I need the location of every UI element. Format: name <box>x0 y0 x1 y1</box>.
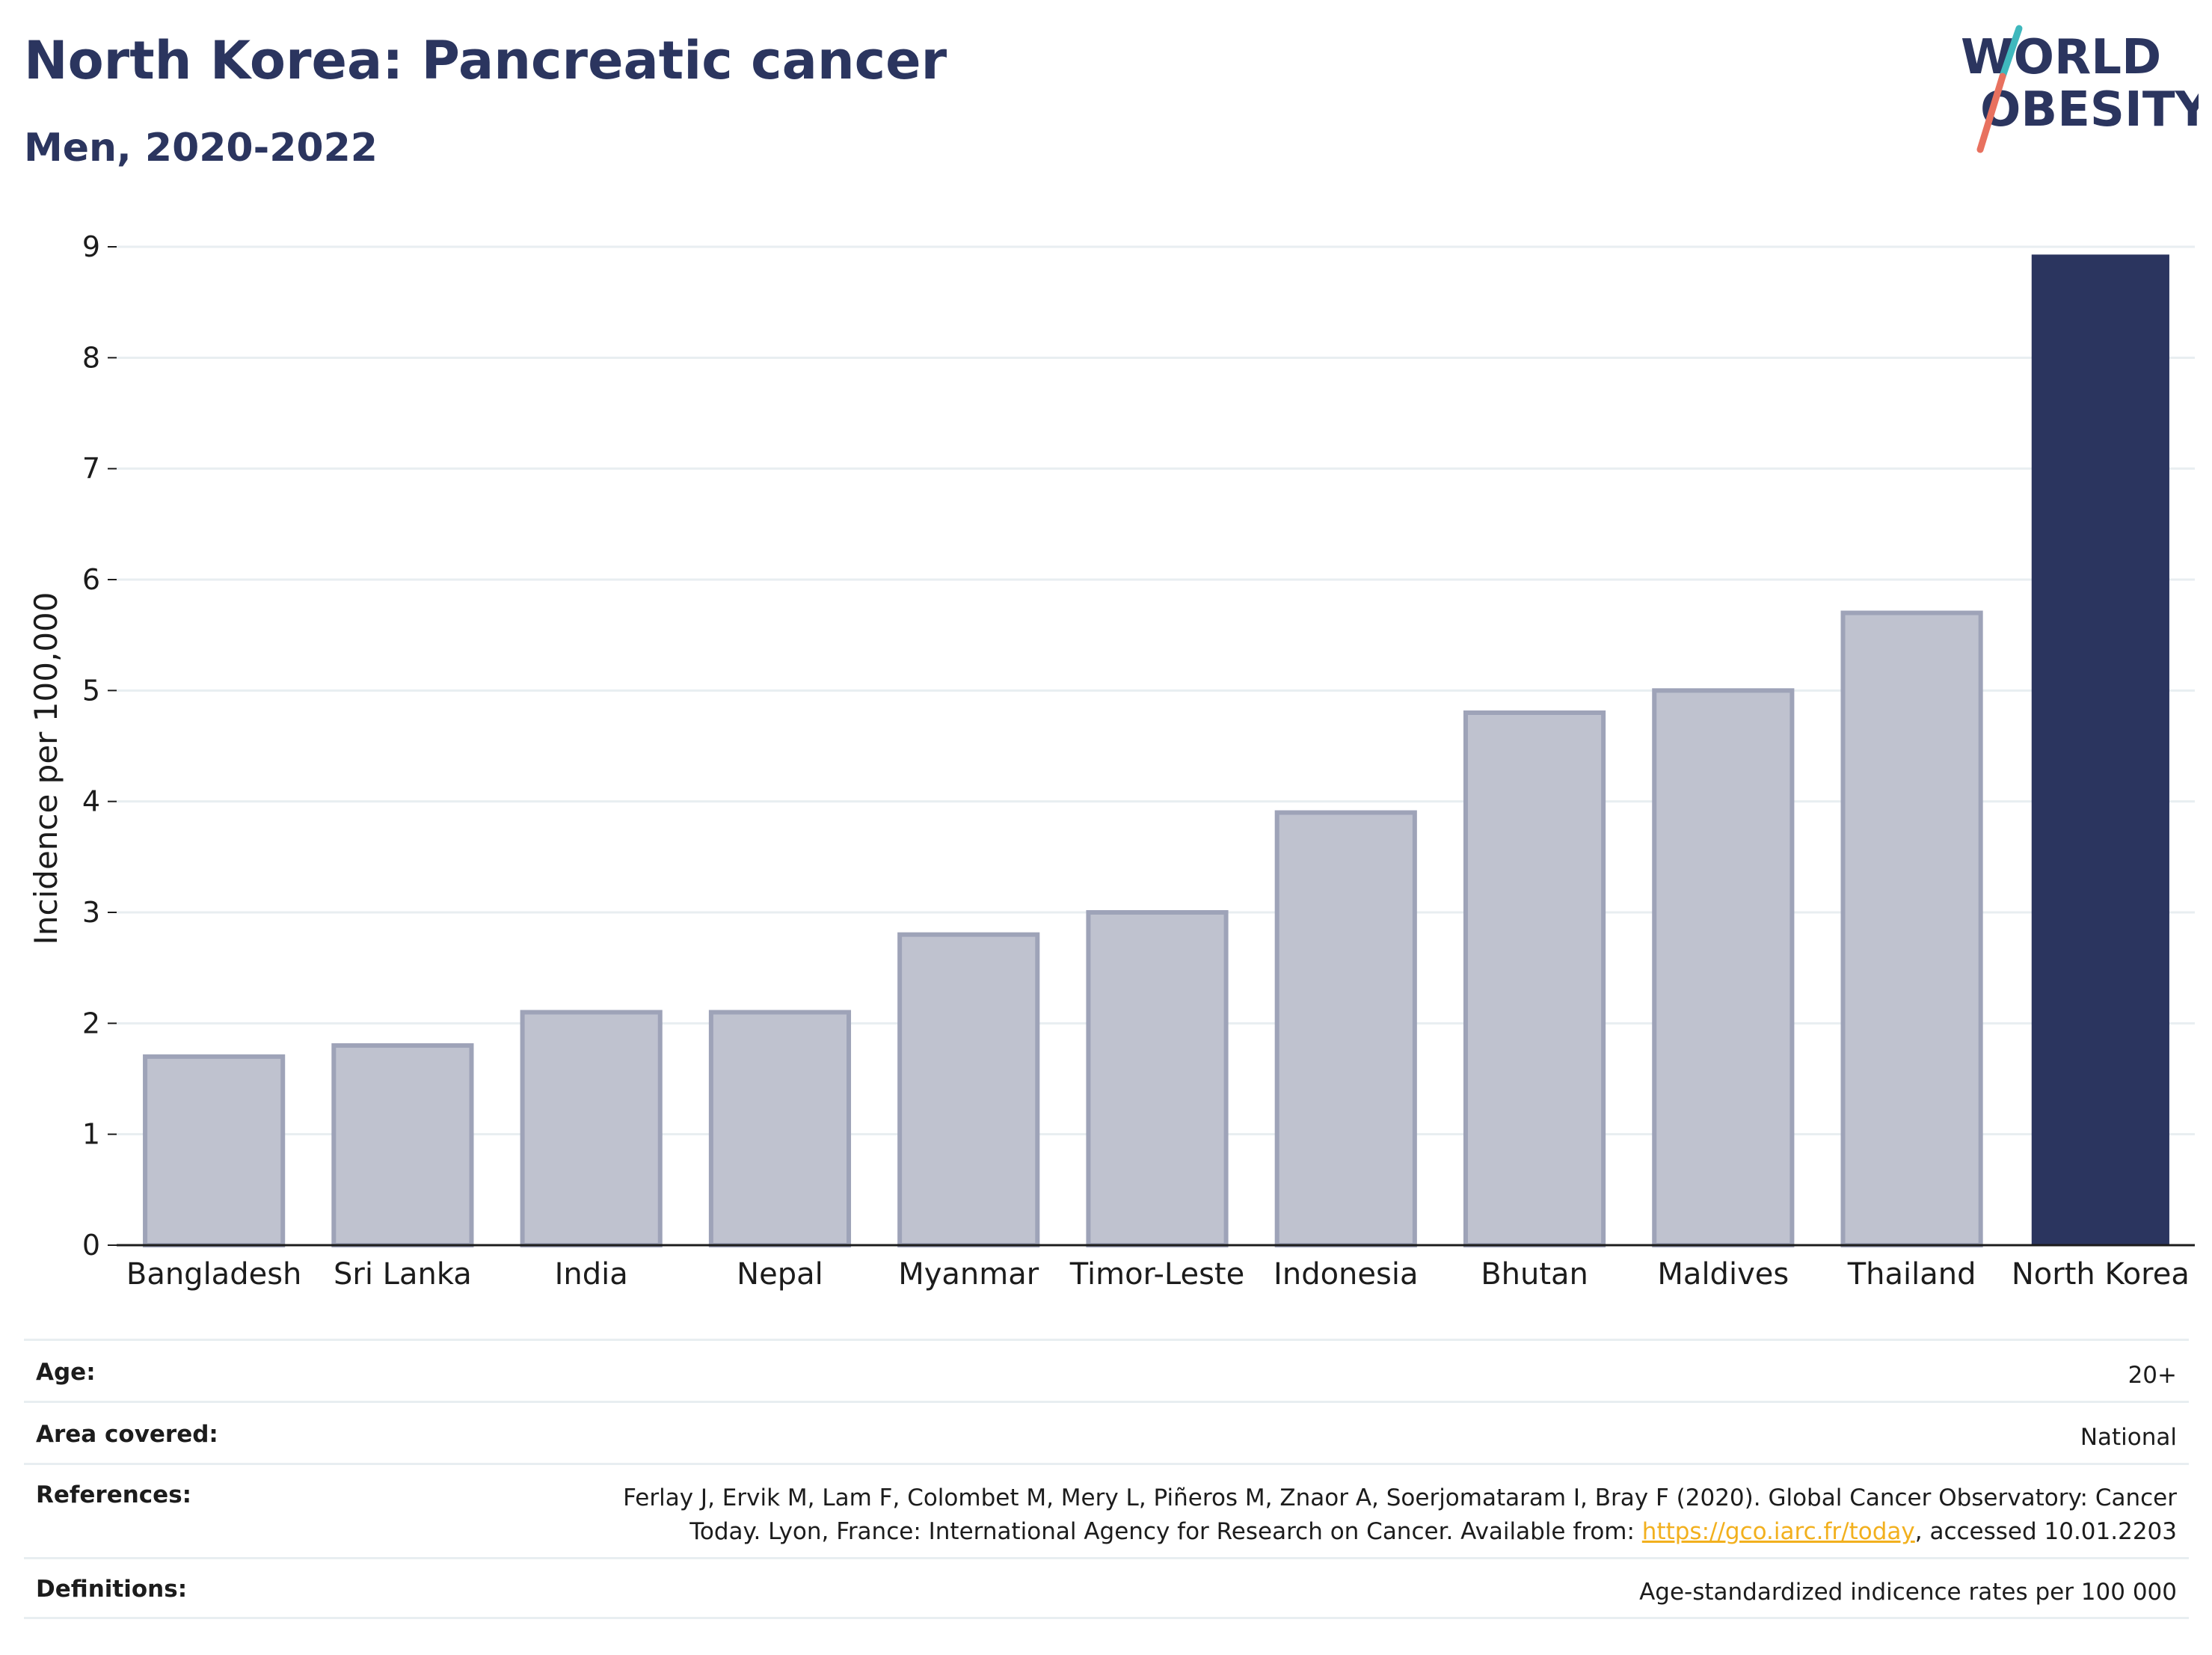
bar-north-korea <box>2031 254 2169 1246</box>
meta-row-age: Age: 20+ <box>24 1339 2189 1401</box>
y-tick-label: 1 <box>82 1118 100 1151</box>
bar-indonesia <box>1274 810 1417 1247</box>
bar-sri-lanka <box>331 1043 474 1247</box>
references-text-line2: Today. Lyon, France: International Agenc… <box>689 1517 1642 1545</box>
references-text-line3: , accessed 10.01.2203 <box>1914 1517 2177 1545</box>
x-tick-label: Bangladesh <box>126 1257 302 1292</box>
meta-row-area: Area covered: National <box>24 1401 2189 1463</box>
y-tick-label: 5 <box>82 674 100 707</box>
x-tick-label: Myanmar <box>898 1257 1039 1292</box>
x-tick-label: North Korea <box>2012 1257 2190 1292</box>
bar-chart: 0 1 2 3 4 5 6 7 8 9 Bangladesh Sri Lanka India Nepal… <box>28 230 2195 1292</box>
y-tick-label: 8 <box>82 341 100 374</box>
world-obesity-logo: WORLD OBESITY <box>1961 25 2199 153</box>
definitions-label: Definitions: <box>36 1576 188 1603</box>
chart-subtitle: Men, 2020-2022 <box>24 126 378 171</box>
bar-myanmar <box>897 932 1040 1247</box>
bar-timor-leste <box>1086 910 1229 1247</box>
bar-bangladesh <box>143 1054 286 1248</box>
bars <box>143 254 2169 1248</box>
area-label: Area covered: <box>36 1421 218 1448</box>
x-tick-label: Indonesia <box>1274 1257 1418 1292</box>
y-tick-label: 7 <box>82 452 100 485</box>
x-tick-label: Nepal <box>737 1257 823 1292</box>
logo-word-obesity: OBESITY <box>1980 82 2199 138</box>
logo-slash-teal <box>1999 25 2023 80</box>
x-tick-label: Thailand <box>1847 1257 1976 1292</box>
bar-india <box>520 1010 663 1247</box>
y-tick-label: 2 <box>82 1007 100 1040</box>
x-tick-label: Sri Lanka <box>334 1257 472 1292</box>
age-value: 20+ <box>2127 1362 2177 1389</box>
y-tick-label: 6 <box>82 563 100 596</box>
bar-thailand <box>1840 610 1983 1247</box>
bar-nepal <box>708 1010 852 1247</box>
x-tick-label: Bhutan <box>1481 1257 1588 1292</box>
y-tick-label: 4 <box>82 785 100 818</box>
y-tick-label: 9 <box>82 230 100 263</box>
x-tick-label: Timor-Leste <box>1069 1257 1244 1292</box>
references-label: References: <box>36 1481 192 1508</box>
meta-row-references: References: Ferlay J, Ervik M, Lam F, Co… <box>24 1463 2189 1557</box>
logo-slash-coral <box>1976 73 2006 153</box>
area-value: National <box>2080 1424 2177 1451</box>
x-tick-label: Maldives <box>1657 1257 1789 1292</box>
chart-title: North Korea: Pancreatic cancer <box>24 30 947 91</box>
meta-row-definitions: Definitions: Age-standardized indicence … <box>24 1557 2189 1619</box>
y-tick-labels: 0 1 2 3 4 5 6 7 8 9 <box>82 230 117 1262</box>
references-value: Ferlay J, Ervik M, Lam F, Colombet M, Me… <box>623 1481 2177 1549</box>
metadata-table: Age: 20+ Area covered: National Referenc… <box>24 1339 2189 1619</box>
references-text-line1: Ferlay J, Ervik M, Lam F, Colombet M, Me… <box>623 1484 2177 1511</box>
references-link[interactable]: https://gco.iarc.fr/today <box>1641 1517 1915 1545</box>
y-tick-label: 3 <box>82 896 100 929</box>
x-tick-labels: Bangladesh Sri Lanka India Nepal Myanmar Timo… <box>126 1257 2190 1292</box>
bar-bhutan <box>1463 710 1606 1247</box>
x-tick-label: India <box>555 1257 628 1292</box>
logo-word-world: WORLD <box>1961 30 2161 85</box>
bar-maldives <box>1652 688 1795 1247</box>
y-tick-label: 0 <box>82 1229 100 1262</box>
y-axis-label: Incidence per 100,000 <box>28 592 64 945</box>
age-label: Age: <box>36 1359 96 1386</box>
definitions-value: Age-standardized indicence rates per 100… <box>1639 1579 2177 1606</box>
